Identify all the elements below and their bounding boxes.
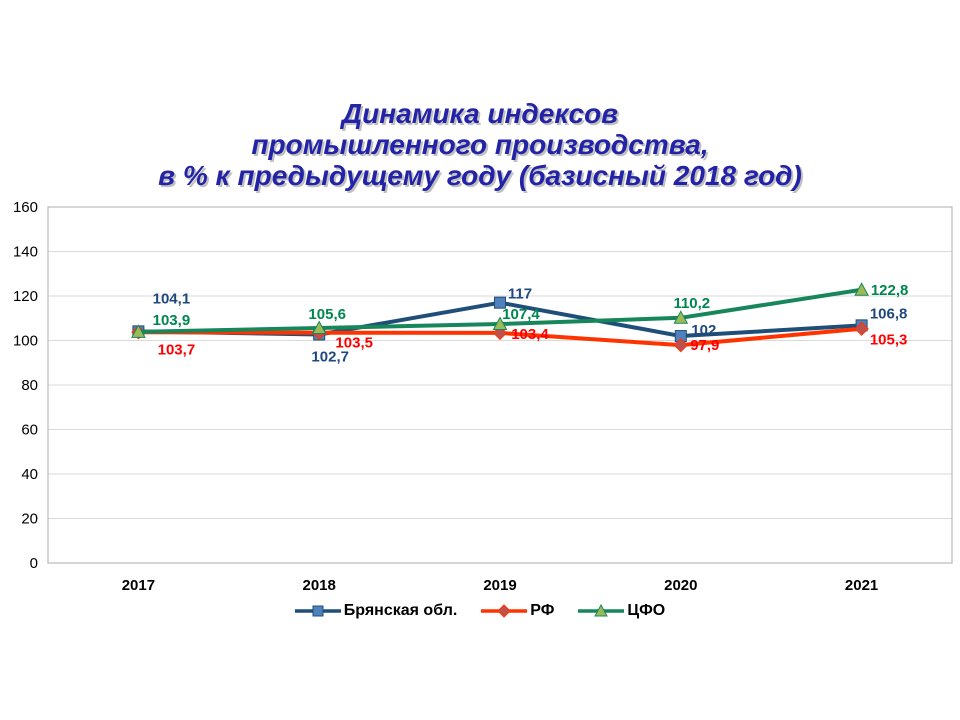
series-marker — [854, 321, 869, 336]
x-tick-label: 2017 — [122, 577, 155, 594]
gridlines — [48, 206, 952, 564]
y-tick-label: 40 — [21, 466, 38, 483]
y-tick-label: 120 — [13, 288, 38, 305]
legend-label: ЦФО — [627, 602, 666, 619]
y-axis-labels: 0 20 40 60 80 100 120 140 160 — [13, 199, 38, 572]
data-label: 102,7 — [311, 348, 349, 365]
title-line-1: Динамика индексов — [341, 98, 619, 129]
data-label: 102 — [691, 322, 716, 339]
chart-legend: Брянская обл. РФ ЦФО — [0, 602, 960, 620]
data-label: 97,9 — [690, 337, 719, 354]
y-tick-label: 60 — [21, 422, 38, 439]
data-label: 122,8 — [871, 282, 909, 299]
y-tick-label: 100 — [13, 333, 38, 350]
data-label: 104,1 — [153, 290, 191, 307]
y-tick-label: 140 — [13, 244, 38, 261]
series-marker — [854, 282, 869, 296]
series-marker — [673, 337, 689, 353]
data-label: 110,2 — [673, 295, 710, 312]
legend-label: РФ — [530, 602, 555, 619]
series-marker — [311, 320, 327, 335]
legend-item-1: РФ — [481, 602, 554, 620]
legend-item-0: Брянская обл. — [294, 602, 458, 620]
data-label: 105,3 — [870, 332, 908, 349]
series-marker — [494, 296, 506, 309]
data-label: 103,9 — [153, 312, 191, 329]
y-tick-label: 80 — [21, 377, 38, 394]
legend-marker-triangle-up-icon — [578, 603, 625, 617]
series-marker — [131, 324, 146, 338]
y-tick-label: 0 — [30, 555, 38, 572]
legend-marker-square-icon — [294, 605, 341, 617]
x-tick-label: 2020 — [664, 577, 697, 594]
plot-border — [47, 206, 953, 564]
legend-item-2: ЦФО — [578, 602, 665, 620]
series-marker — [492, 316, 508, 331]
legend-marker — [312, 605, 324, 617]
data-label: 103,4 — [511, 326, 549, 343]
data-label: 105,6 — [308, 306, 346, 323]
data-label: 103,5 — [335, 335, 373, 352]
legend-marker-diamond-icon — [481, 604, 528, 618]
chart-title: Динамика индексов промышленного производ… — [0, 98, 960, 191]
legend-marker — [594, 603, 609, 617]
data-label: 103,7 — [158, 341, 196, 358]
legend-label: Брянская обл. — [343, 602, 458, 619]
x-tick-label: 2021 — [845, 577, 878, 594]
series-0: 104,1 102,7 117 102 106,8 — [132, 286, 908, 365]
y-tick-label: 160 — [13, 199, 38, 216]
title-line-2: промышленного производства, — [251, 129, 709, 160]
data-label: 107,4 — [502, 306, 540, 323]
x-axis-labels: 2017 2018 2019 2020 2021 — [122, 577, 879, 594]
data-label: 117 — [508, 286, 532, 303]
data-label: 106,8 — [870, 305, 908, 322]
x-tick-label: 2019 — [483, 577, 516, 594]
series-2: 103,9 105,6 107,4 110,2 122,8 — [131, 282, 909, 338]
y-tick-label: 20 — [21, 511, 38, 528]
title-line-3: в % к предыдущему году (базисный 2018 го… — [158, 160, 802, 191]
legend-marker — [497, 604, 512, 618]
series-marker — [673, 310, 689, 324]
x-tick-label: 2018 — [303, 577, 336, 594]
